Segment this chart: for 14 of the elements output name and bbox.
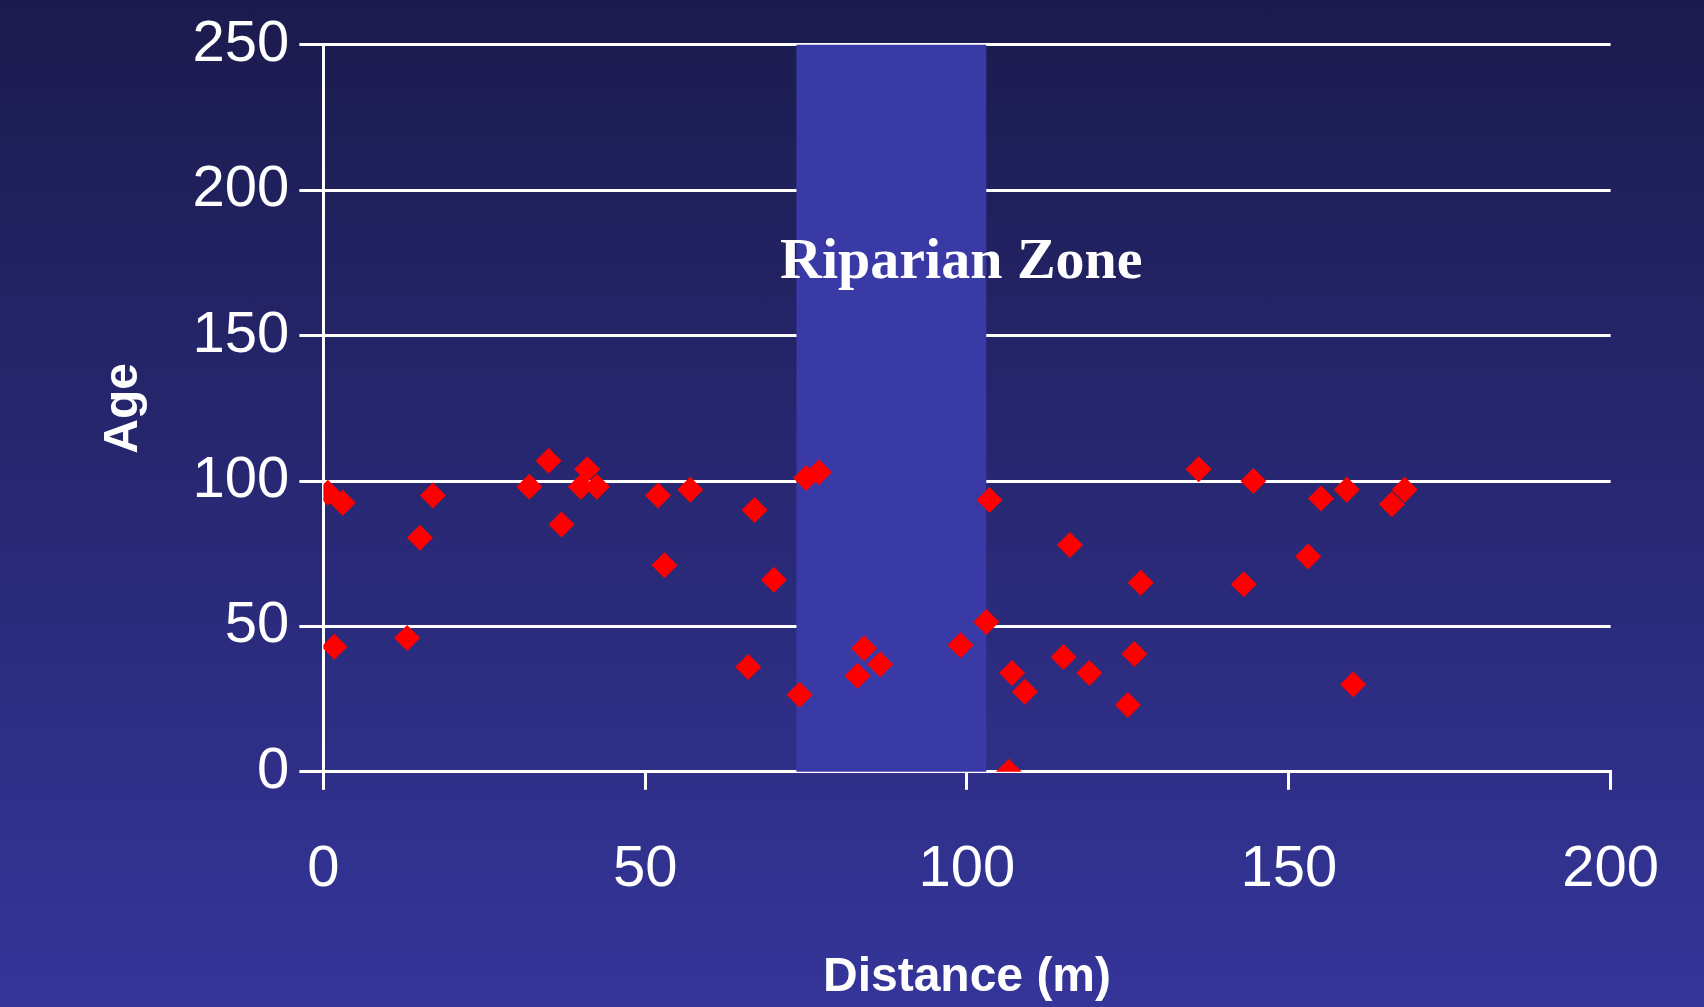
- band-label: Riparian Zone: [780, 225, 1143, 291]
- x-axis-title: Distance (m): [822, 948, 1112, 1002]
- x-tick-label: 100: [918, 832, 1016, 898]
- y-axis-title: Age: [94, 362, 148, 454]
- y-tick-label: 200: [192, 153, 290, 219]
- y-tick-label: 0: [257, 734, 290, 800]
- x-tick-label: 50: [612, 832, 678, 898]
- y-tick-label: 250: [192, 7, 290, 73]
- y-tick-label: 150: [192, 298, 290, 364]
- x-tick-label: 200: [1562, 832, 1660, 898]
- x-tick-label: 150: [1240, 832, 1338, 898]
- y-tick-label: 50: [224, 589, 290, 655]
- x-tick-label: 0: [307, 832, 340, 898]
- y-tick-label: 100: [192, 444, 290, 509]
